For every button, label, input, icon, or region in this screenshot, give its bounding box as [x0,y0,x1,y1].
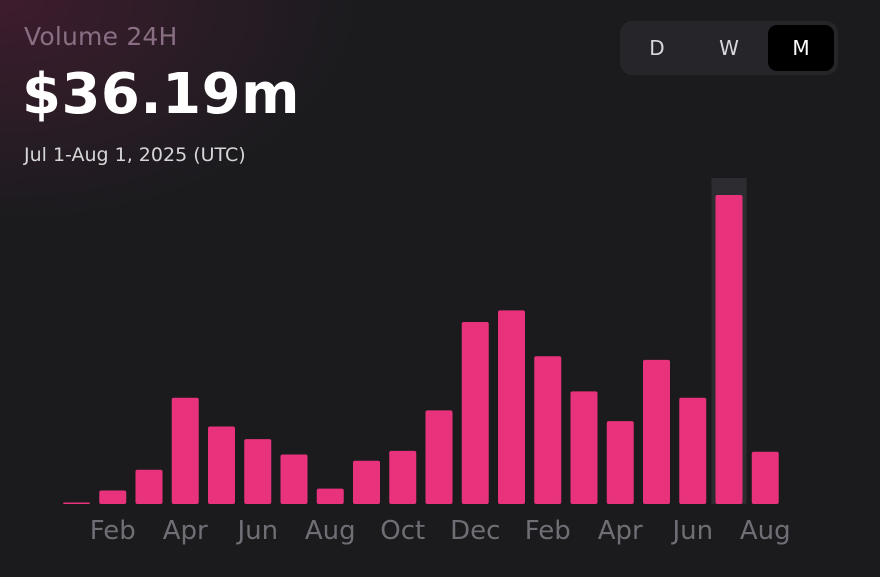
x-tick-label: Apr [598,516,643,546]
bar-jun[interactable] [679,397,707,504]
period-day-button[interactable]: D [649,36,665,60]
x-tick-label: Aug [305,516,356,546]
bar-feb[interactable] [99,490,127,504]
x-tick-label: Aug [740,516,791,546]
period-week-button[interactable]: W [719,36,739,60]
bar-aug[interactable] [316,488,344,504]
bar-aug[interactable] [751,451,779,504]
bar-may[interactable] [643,359,670,504]
bar-oct[interactable] [389,450,417,504]
bar-apr[interactable] [171,397,199,504]
x-tick-label: Jun [235,516,278,546]
x-tick-label: Dec [450,516,500,546]
x-tick-label: Jun [670,516,713,546]
metric-label: Volume 24H [24,22,178,51]
bar-dec[interactable] [461,322,489,504]
bar-mar[interactable] [135,469,163,504]
bar-may[interactable] [208,426,235,504]
bar-jul[interactable] [280,454,308,504]
bar-feb[interactable] [534,356,562,504]
period-toggle: D W M [620,21,838,75]
x-tick-label: Feb [90,516,136,546]
x-tick-label: Apr [163,516,208,546]
bar-jun[interactable] [244,439,272,504]
bar-jan[interactable] [498,310,525,504]
period-month-button[interactable]: M [768,25,834,71]
bar-nov[interactable] [425,410,453,504]
bar-jan[interactable] [63,502,90,505]
bar-mar[interactable] [570,391,598,504]
bar-jul[interactable] [715,195,743,504]
date-range: Jul 1-Aug 1, 2025 (UTC) [24,144,246,166]
x-tick-label: Oct [380,516,425,546]
metric-value: $36.19m [22,62,300,127]
bar-sep[interactable] [353,460,380,504]
x-tick-label: Feb [525,516,571,546]
bar-apr[interactable] [606,421,634,504]
